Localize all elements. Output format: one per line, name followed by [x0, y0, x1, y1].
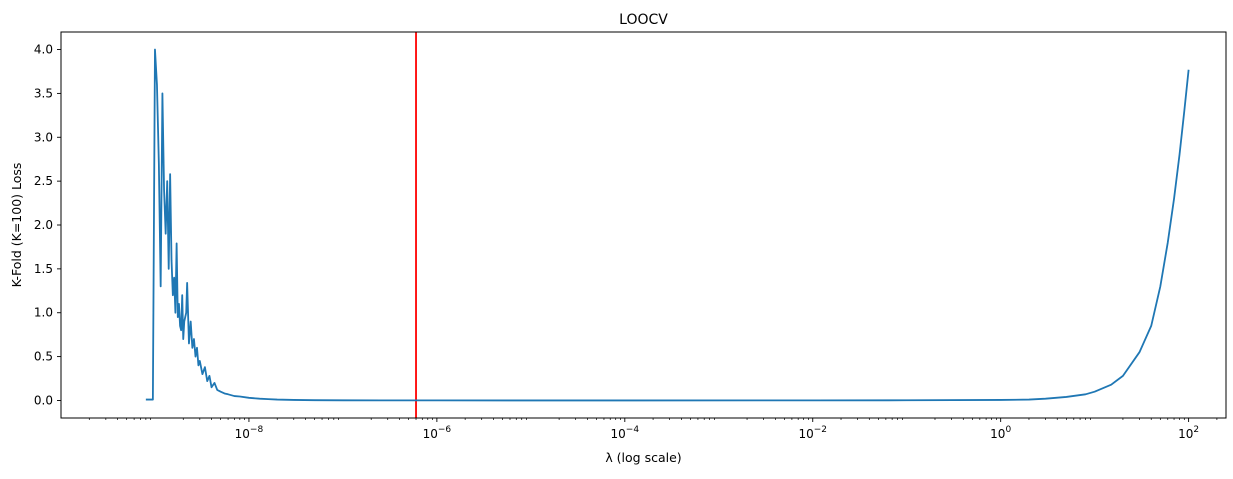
y-tick-label: 0.5 — [34, 350, 53, 364]
y-axis-ticks: 0.0 0.5 1.0 1.5 2.0 2.5 3.0 3.5 4.0 — [34, 43, 61, 407]
y-tick-label: 2.5 — [34, 174, 53, 188]
y-tick-label: 1.0 — [34, 306, 53, 320]
x-tick-label: 10−2 — [798, 425, 827, 441]
x-tick-label: 100 — [990, 425, 1011, 441]
y-tick-label: 4.0 — [34, 43, 53, 57]
series-line — [145, 48, 1190, 402]
y-tick-label: 2.0 — [34, 218, 53, 232]
y-tick-label: 3.0 — [34, 130, 53, 144]
x-axis-label: λ (log scale) — [605, 450, 681, 465]
chart-title: LOOCV — [619, 12, 668, 28]
x-tick-label: 10−6 — [423, 425, 452, 441]
y-tick-label: 1.5 — [34, 262, 53, 276]
x-tick-label: 10−8 — [235, 425, 264, 441]
x-axis-ticks: 10−8 10−6 10−4 10−2 100 102 — [88, 418, 1218, 441]
plot-content — [145, 32, 1190, 418]
y-tick-label: 0.0 — [34, 393, 53, 407]
x-tick-label: 10−4 — [611, 425, 640, 441]
x-tick-label: 102 — [1178, 425, 1199, 441]
y-axis-label: K-Fold (K=100) Loss — [9, 163, 24, 288]
y-tick-label: 3.5 — [34, 86, 53, 100]
plot-area-frame — [60, 31, 1227, 419]
